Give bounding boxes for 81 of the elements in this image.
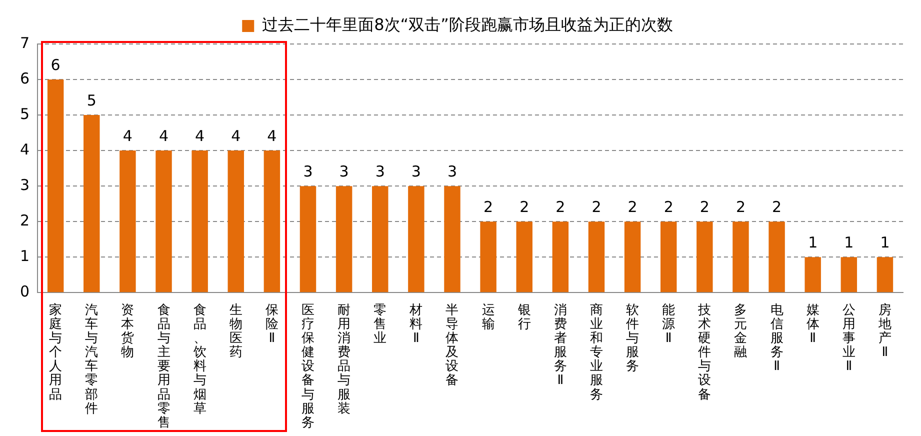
data-label: 2 [592, 198, 602, 216]
data-label: 6 [50, 56, 60, 74]
data-label: 2 [556, 198, 566, 216]
data-label: 1 [880, 234, 890, 252]
x-tick-label: 保险Ⅱ [265, 303, 278, 346]
x-tick-label: 技术硬件与设备 [697, 303, 712, 402]
x-tick-label: 运输 [482, 303, 495, 332]
x-tick-label: 电信服务Ⅱ [770, 303, 784, 374]
x-tick-label: 消费者服务Ⅱ [554, 303, 567, 388]
bar [228, 150, 244, 292]
x-tick-label: 银行 [516, 303, 531, 332]
x-tick-label: 汽车与汽车零部件 [85, 303, 98, 416]
data-label: 4 [195, 126, 205, 145]
y-tick-label: 6 [20, 69, 30, 88]
y-tick-label: 3 [20, 176, 30, 194]
bar [192, 150, 208, 292]
x-tick-label: 公用事业Ⅱ [842, 303, 856, 374]
data-label: 2 [700, 198, 710, 216]
x-tick-label: 能源Ⅱ [662, 303, 676, 346]
x-tick-label: 材料Ⅱ [408, 303, 423, 346]
data-label: 4 [267, 126, 277, 145]
bar [768, 222, 785, 292]
data-label: 3 [447, 162, 458, 180]
data-label: 2 [736, 198, 746, 216]
bar [47, 80, 64, 292]
bar [120, 150, 136, 292]
bar [624, 222, 641, 292]
bar [876, 257, 894, 292]
bar [84, 115, 100, 292]
x-tick-label: 生物医药 [229, 303, 242, 360]
bar [336, 186, 352, 292]
data-label: 3 [375, 162, 385, 180]
bar [156, 150, 172, 292]
y-tick-label: 7 [20, 34, 30, 52]
data-label: 2 [628, 198, 638, 216]
bar [804, 257, 821, 292]
data-label: 1 [844, 234, 854, 252]
x-tick-label: 耐用消费品与服装 [338, 303, 351, 416]
data-label: 2 [664, 198, 674, 216]
y-tick-label: 1 [20, 247, 30, 266]
y-tick-label: 4 [20, 140, 30, 158]
bar [588, 222, 605, 292]
bar [408, 186, 424, 292]
x-tick-label: 资本货物 [121, 303, 134, 360]
data-label: 2 [484, 198, 494, 216]
x-tick-label: 食品、饮料与烟草 [192, 303, 206, 416]
data-label: 2 [520, 198, 530, 216]
category-label: 医疗保健设备与服务 [302, 303, 314, 430]
x-tick-label: 商业和专业服务 [590, 303, 603, 402]
category-label: 食品与主要用品零售 [157, 303, 170, 430]
data-label: 3 [339, 162, 349, 180]
bar [552, 222, 569, 292]
y-tick-label: 0 [20, 282, 30, 301]
bar [732, 222, 749, 292]
x-tick-label: 多元金融 [734, 303, 748, 360]
bar [696, 222, 713, 292]
data-label: 3 [411, 162, 421, 180]
data-label: 2 [772, 198, 782, 216]
bar [264, 150, 280, 292]
x-tick-label: 家庭与个人用品 [49, 302, 62, 402]
data-label: 1 [808, 234, 818, 252]
bar [840, 257, 858, 292]
data-label: 4 [231, 126, 241, 145]
y-tick-label: 5 [20, 104, 30, 123]
x-tick-label: 媒体Ⅱ [806, 303, 820, 346]
bar [372, 186, 388, 292]
bar [300, 186, 316, 292]
x-tick-label: 软件与服务 [626, 303, 640, 374]
legend-label: 过去二十年里面8次“双击”阶段跑赢市场且收益为正的次数 [262, 15, 673, 34]
x-tick-label: 半导体及设备 [446, 303, 459, 388]
data-label: 5 [86, 91, 96, 110]
data-label: 4 [122, 126, 132, 145]
bar [516, 222, 532, 292]
data-label: 4 [158, 126, 169, 145]
x-tick-label: 房地产Ⅱ [877, 302, 892, 360]
bar [660, 222, 677, 292]
bar [444, 186, 460, 292]
x-tick-label: 零售业 [374, 303, 387, 346]
data-label: 3 [303, 162, 313, 180]
bar [480, 222, 496, 292]
y-tick-label: 2 [20, 211, 30, 230]
